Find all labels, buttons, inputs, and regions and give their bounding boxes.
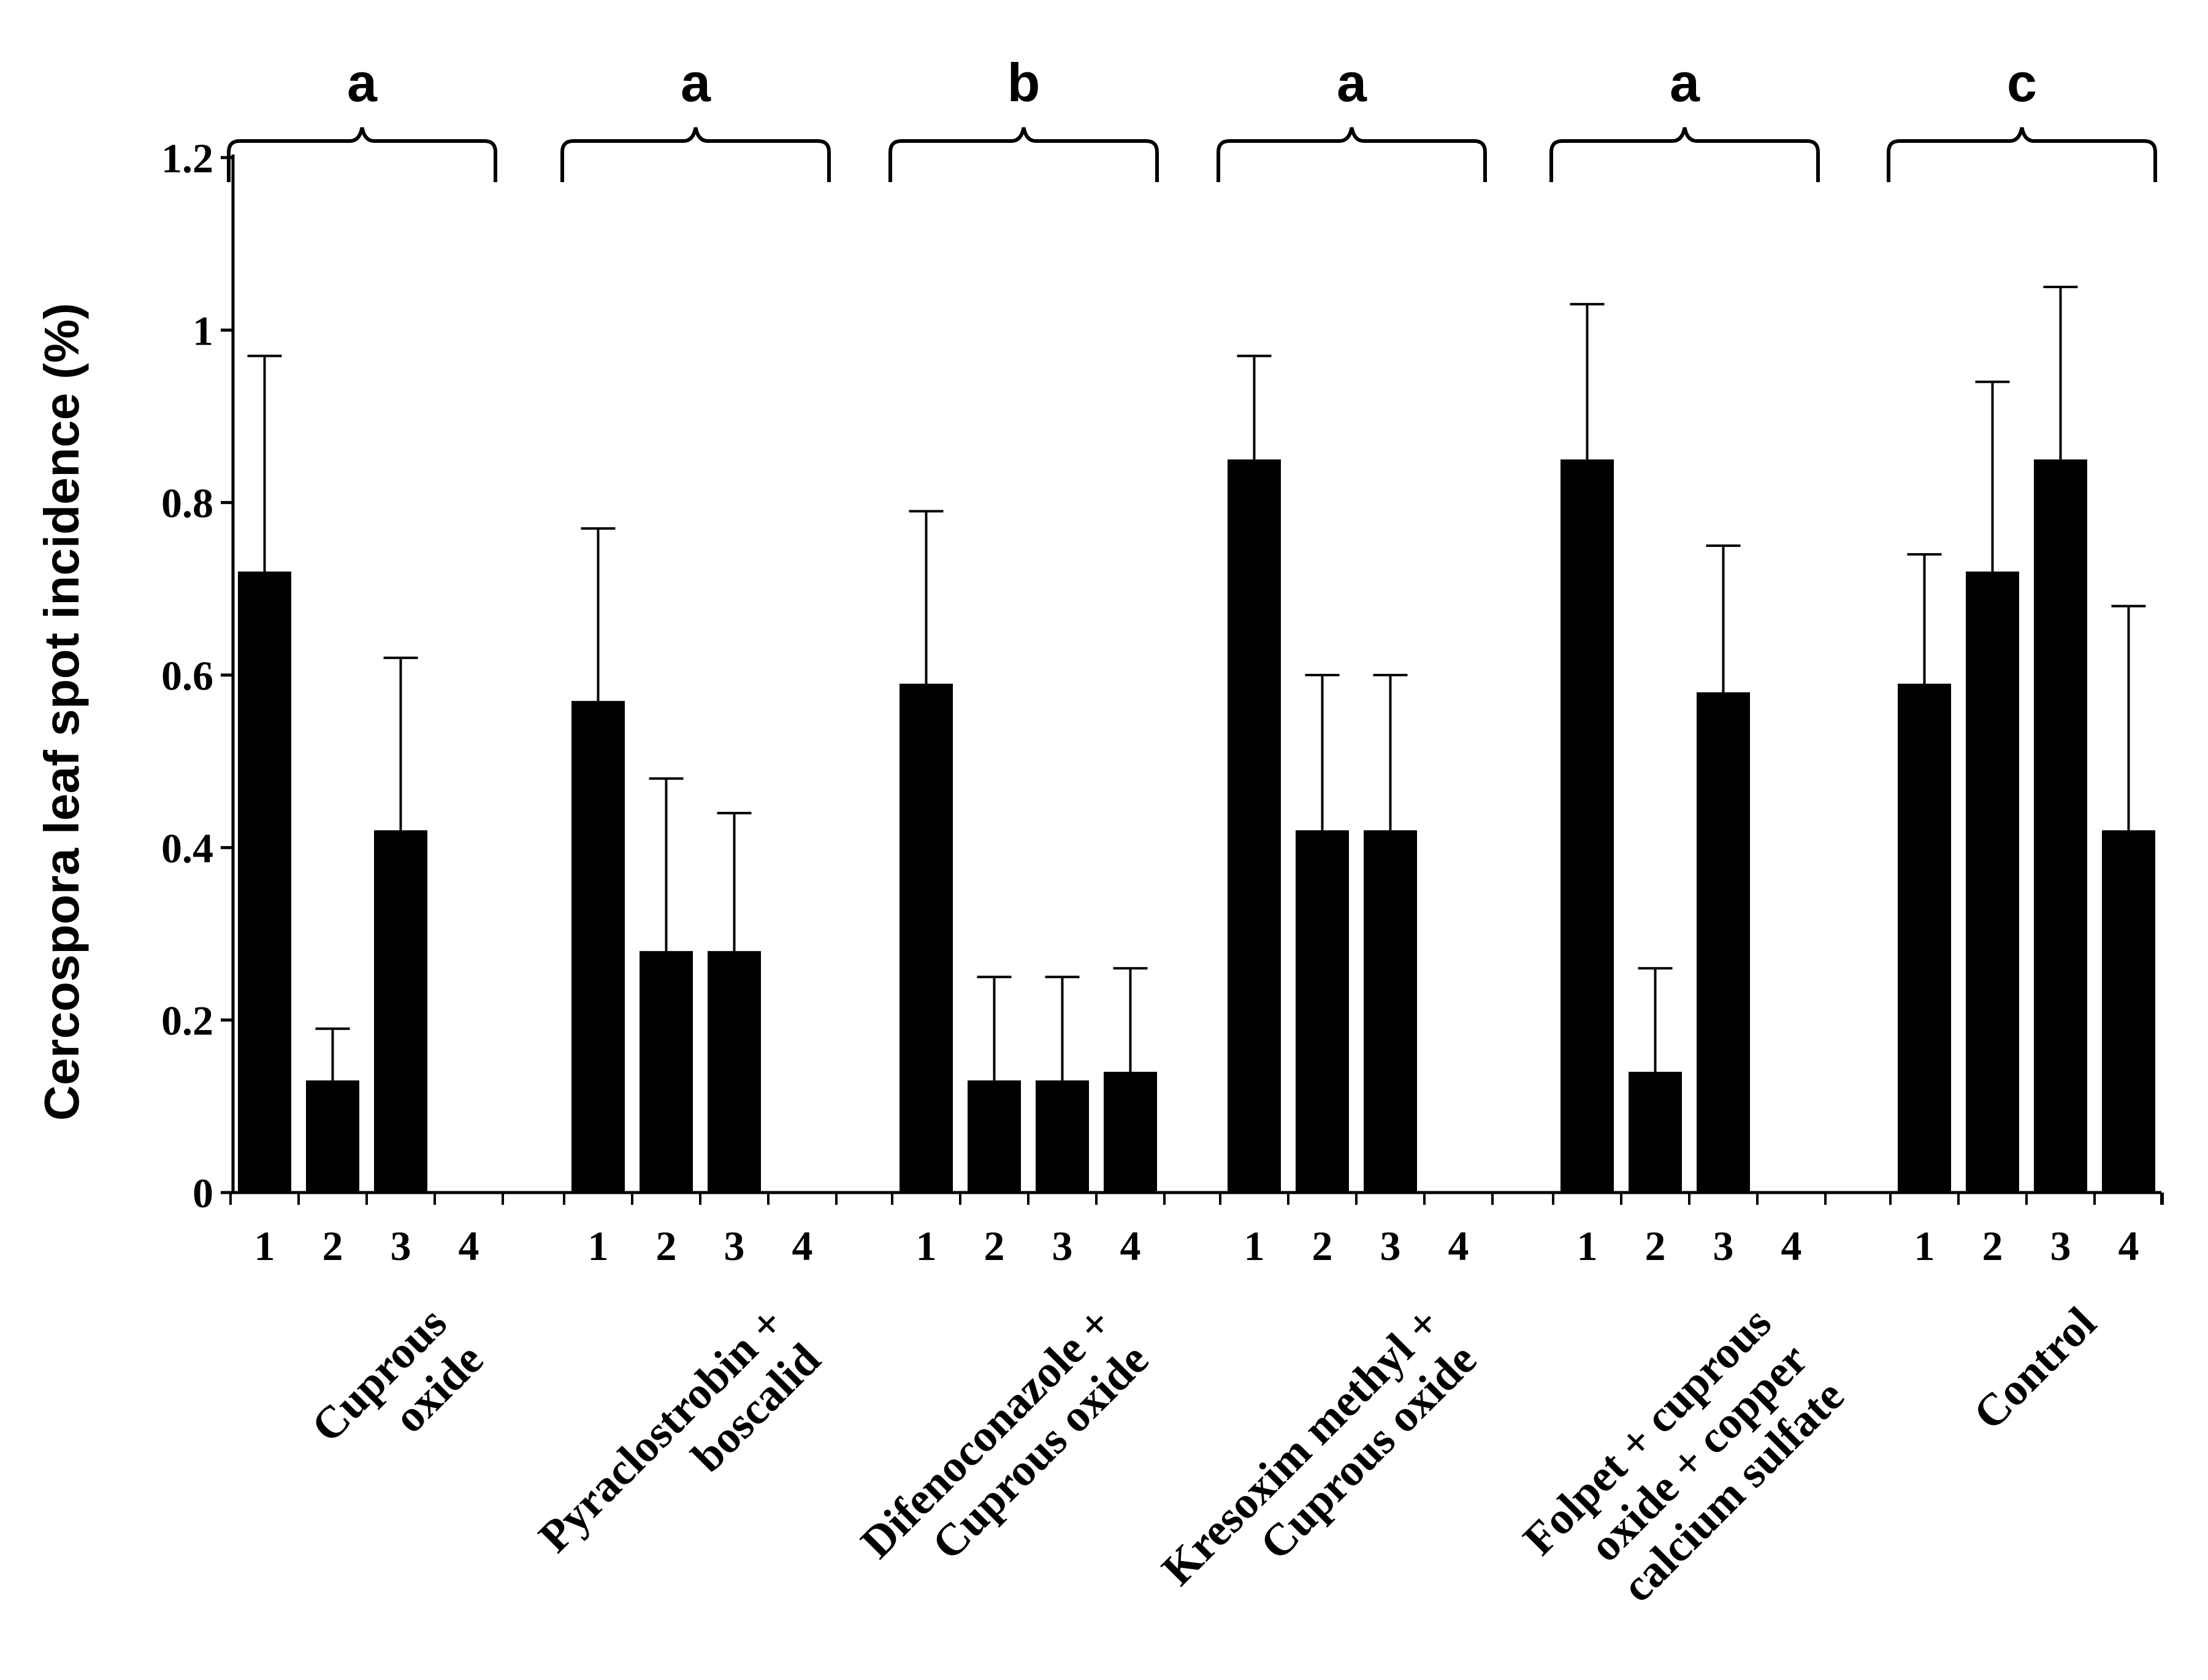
bar bbox=[1629, 1072, 1682, 1193]
significance-letter: a bbox=[1337, 52, 1367, 113]
bar-index-label: 2 bbox=[656, 1223, 677, 1269]
y-tick-label: 1.2 bbox=[161, 135, 213, 181]
bar-index-label: 2 bbox=[984, 1223, 1005, 1269]
bar bbox=[640, 951, 693, 1193]
bar-index-label: 1 bbox=[1914, 1223, 1935, 1269]
bar-index-label: 4 bbox=[2118, 1223, 2139, 1269]
bar bbox=[1296, 830, 1349, 1193]
bar-index-label: 3 bbox=[1380, 1223, 1401, 1269]
y-tick-label: 0.2 bbox=[161, 998, 213, 1044]
bar-index-label: 2 bbox=[1982, 1223, 2003, 1269]
bar-index-label: 1 bbox=[1244, 1223, 1265, 1269]
group-brace bbox=[1217, 127, 1487, 182]
y-tick-label: 0 bbox=[193, 1170, 213, 1216]
bar-index-label: 4 bbox=[1781, 1223, 1802, 1269]
bar-index-label: 4 bbox=[459, 1223, 479, 1269]
bar bbox=[374, 830, 427, 1193]
bar-index-label: 1 bbox=[916, 1223, 937, 1269]
bar bbox=[1697, 692, 1750, 1193]
significance-letter: b bbox=[1007, 52, 1041, 113]
bar-index-label: 3 bbox=[2050, 1223, 2071, 1269]
y-tick-label: 0.6 bbox=[161, 652, 213, 699]
group-braces bbox=[227, 127, 2157, 182]
bar bbox=[900, 684, 953, 1193]
bar bbox=[306, 1080, 359, 1193]
bar bbox=[1036, 1080, 1089, 1193]
significance-letter: a bbox=[1670, 52, 1700, 113]
bar bbox=[238, 571, 291, 1193]
bar bbox=[1228, 459, 1281, 1193]
bar-index-label: 4 bbox=[1448, 1223, 1469, 1269]
bar-index-label: 1 bbox=[1577, 1223, 1598, 1269]
bar bbox=[571, 701, 625, 1193]
group-label: Pyraclostrobin +boscalid bbox=[529, 1297, 830, 1562]
group-label-line: Control bbox=[1964, 1297, 2106, 1439]
bars bbox=[238, 459, 2155, 1193]
bar-index-label: 4 bbox=[1120, 1223, 1141, 1269]
bar-index-label: 1 bbox=[254, 1223, 275, 1269]
bar bbox=[2034, 459, 2087, 1193]
bar-index-label: 2 bbox=[323, 1223, 343, 1269]
axes bbox=[221, 155, 2164, 1205]
significance-letter: c bbox=[2007, 52, 2037, 113]
bar-index-label: 2 bbox=[1312, 1223, 1333, 1269]
group-label: Kresoxim methyl +Cuprous oxide bbox=[1152, 1297, 1486, 1595]
bar-index-label: 3 bbox=[391, 1223, 411, 1269]
significance-letter: a bbox=[681, 52, 711, 113]
bar-index-labels: 1 2 3 4 1 2 3 4 1 2 3 4 1 2 3 4 1 2 3 4 1 2 3 4 bbox=[254, 1223, 2139, 1269]
y-tick-label: 1 bbox=[193, 307, 213, 354]
bar-index-label: 3 bbox=[724, 1223, 745, 1269]
bar bbox=[1966, 571, 2019, 1193]
bar bbox=[708, 951, 761, 1193]
bar-index-label: 4 bbox=[792, 1223, 813, 1269]
group-brace bbox=[227, 127, 497, 182]
bar bbox=[2102, 830, 2155, 1193]
group-brace bbox=[888, 127, 1159, 182]
y-axis-title: Cercospora leaf spot incidence (%) bbox=[34, 303, 89, 1121]
group-brace bbox=[1887, 127, 2157, 182]
group-label: Control bbox=[1964, 1297, 2106, 1439]
bar bbox=[1898, 684, 1951, 1193]
bar bbox=[1364, 830, 1417, 1193]
bar bbox=[968, 1080, 1021, 1193]
y-tick-label: 0.4 bbox=[161, 825, 213, 871]
bar-index-label: 2 bbox=[1645, 1223, 1666, 1269]
error-bars bbox=[247, 286, 2146, 1081]
y-tick-labels: 0 0.2 0.4 0.6 0.8 1 1.2 bbox=[161, 135, 213, 1216]
bar-index-label: 3 bbox=[1052, 1223, 1073, 1269]
group-brace bbox=[1549, 127, 1820, 182]
bar-index-label: 1 bbox=[588, 1223, 609, 1269]
bar-index-label: 3 bbox=[1713, 1223, 1734, 1269]
significance-letter: a bbox=[347, 52, 378, 113]
group-brace bbox=[560, 127, 831, 182]
group-label: Difenoconazole +Cuprous oxide bbox=[852, 1297, 1158, 1570]
bar bbox=[1560, 459, 1614, 1193]
y-tick-label: 0.8 bbox=[161, 480, 213, 527]
bar bbox=[1104, 1072, 1157, 1193]
